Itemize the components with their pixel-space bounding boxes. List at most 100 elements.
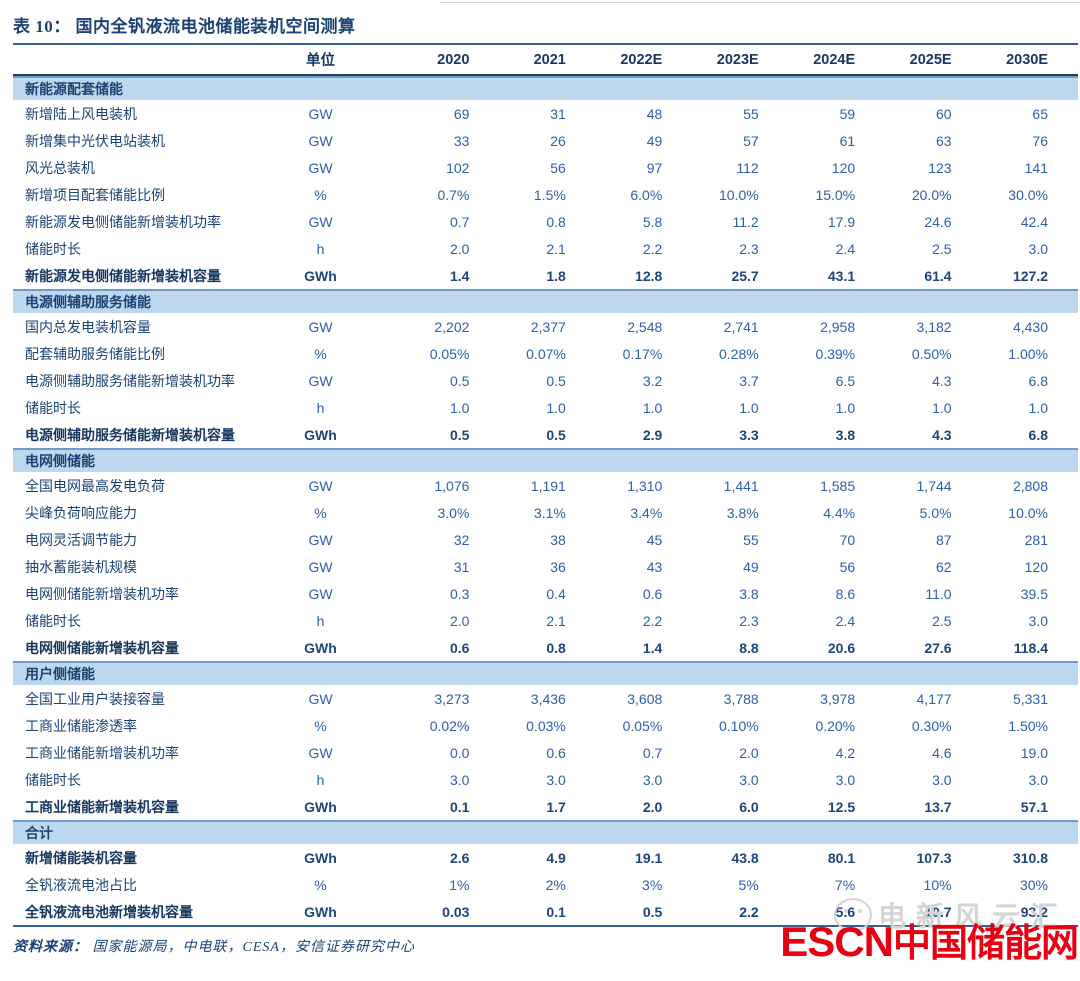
source-note: 资料来源： 国家能源局，中电联，CESA，安信证券研究中心 — [13, 936, 1080, 956]
value-cell: 10% — [923, 876, 952, 893]
value-cell: 8.6 — [835, 585, 856, 602]
row-label: 全钒液流电池新增装机容量 — [25, 905, 193, 921]
value-cell: 2.9 — [642, 426, 663, 443]
row-label: 国内总发电装机容量 — [25, 320, 151, 336]
value-cell: 10.0% — [719, 186, 759, 203]
value-cell: 59 — [839, 105, 856, 122]
row-label: 新增储能装机容量 — [25, 851, 137, 867]
row-label: 电网侧储能新增装机功率 — [25, 587, 179, 603]
table-row: 工商业储能新增装机容量 GWh 0.1 1.7 2.0 6.0 12.5 13.7 57.1 — [13, 793, 1078, 820]
escn-logo-chinese: 中国储能网 — [892, 923, 1079, 965]
value-cell: 1% — [449, 876, 470, 893]
value-cell: 0.20% — [815, 717, 856, 734]
value-cell: 55 — [743, 105, 759, 122]
unit-cell: GWh — [304, 267, 337, 284]
watermark: 电新风云汇 — [833, 895, 1068, 935]
unit-cell: GW — [308, 213, 333, 230]
unit-cell: h — [316, 612, 325, 629]
table-section: 新能源配套储能 新增陆上风电装机 GW 69 31 48 55 59 60 65 新增集中光伏电站装… — [13, 76, 1078, 289]
row-label: 全国工业用户装接容量 — [25, 692, 165, 708]
column-header-year: 2023E — [716, 51, 759, 68]
value-cell: 6.0 — [739, 798, 759, 815]
table-row: 全国工业用户装接容量 GW 3,273 3,436 3,608 3,788 3,978 4,1… — [13, 685, 1078, 712]
value-cell: 3.0 — [546, 771, 566, 788]
value-cell: 0.3 — [449, 585, 470, 602]
table-row: 工商业储能渗透率% 0.02% 0.03% 0.05% 0.10% 0.20% 0.30% 1… — [13, 712, 1078, 739]
value-cell: 1.0 — [642, 399, 663, 416]
row-label: 电网侧储能新增装机容量 — [25, 641, 179, 657]
value-cell: 1.0 — [1028, 399, 1048, 416]
value-cell: 43 — [646, 558, 663, 575]
value-cell: 310.8 — [1012, 849, 1048, 866]
value-cell: 36 — [550, 558, 566, 575]
escn-logo: ESCN 中国储能网 — [780, 912, 1079, 967]
value-cell: 4.2 — [835, 744, 856, 761]
value-cell: 2.4 — [835, 612, 856, 629]
value-cell: 3,788 — [723, 690, 759, 707]
table-row: 工商业储能新增装机功率 GW 0.0 0.6 0.7 2.0 4.2 4.6 19.0 — [13, 739, 1078, 766]
table-row: 全钒液流电池占比% 1% 2% 3% 5% 7% 10% 30% — [13, 871, 1078, 898]
value-cell: 93.2 — [1020, 903, 1048, 920]
table-row: 新能源发电侧储能新增装机容量 GWh 1.4 1.8 12.8 25.7 43.1 61.4 1… — [13, 262, 1078, 289]
value-cell: 20.0% — [911, 186, 952, 203]
unit-cell: GW — [308, 585, 333, 602]
table-row: 电源侧辅助服务储能新增装机功率 GW 0.5 0.5 3.2 3.7 6.5 4.3 6.8 — [13, 367, 1078, 394]
value-cell: 0.10% — [719, 717, 759, 734]
page-title: 表 10： 国内全钒液流电池储能装机空间测算 — [13, 17, 356, 36]
row-label: 全钒液流电池占比 — [25, 878, 137, 894]
value-cell: 1,191 — [530, 477, 566, 494]
value-cell: 3.0 — [449, 771, 470, 788]
section-header-label: 电源侧辅助服务储能 — [25, 296, 151, 311]
value-cell: 87 — [935, 531, 952, 548]
value-cell: 107.3 — [916, 849, 952, 866]
value-cell: 61.4 — [924, 267, 952, 284]
value-cell: 48 — [646, 105, 663, 122]
value-cell: 2.5 — [932, 240, 952, 257]
table-row: 新增储能装机容量 GWh 2.6 4.9 19.1 43.8 80.1 107.3 310.8 — [13, 844, 1078, 871]
table-row: 风光总装机 GW 102 56 97 112 120 123 141 — [13, 154, 1078, 181]
value-cell: 6.8 — [1028, 426, 1048, 443]
value-cell: 2.1 — [546, 612, 566, 629]
unit-cell: % — [314, 186, 327, 203]
unit-cell: GW — [308, 132, 333, 149]
value-cell: 1.50% — [1008, 717, 1048, 734]
value-cell: 281 — [1024, 531, 1048, 548]
value-cell: 2,741 — [723, 318, 759, 335]
column-header-year: 2024E — [813, 51, 856, 68]
value-cell: 57 — [743, 132, 759, 149]
value-cell: 7% — [834, 876, 856, 893]
value-cell: 10.0% — [1008, 504, 1048, 521]
table-row: 新增集中光伏电站装机 GW 33 26 49 57 61 63 76 — [13, 127, 1078, 154]
value-cell: 1,310 — [627, 477, 663, 494]
value-cell: 0.0 — [449, 744, 470, 761]
value-cell: 80.1 — [827, 849, 856, 866]
unit-cell: GW — [308, 744, 333, 761]
value-cell: 102 — [446, 159, 470, 176]
value-cell: 2.2 — [739, 903, 759, 920]
value-cell: 61 — [839, 132, 856, 149]
value-cell: 3.7 — [739, 372, 759, 389]
value-cell: 25.7 — [731, 267, 759, 284]
value-cell: 11.2 — [732, 213, 759, 230]
unit-cell: GWh — [304, 903, 337, 920]
row-label: 尖峰负荷响应能力 — [25, 506, 137, 522]
value-cell: 127.2 — [1012, 267, 1048, 284]
value-cell: 0.6 — [449, 639, 470, 656]
value-cell: 1.8 — [546, 267, 566, 284]
value-cell: 32 — [453, 531, 470, 548]
table-row: 电源侧辅助服务储能新增装机容量 GWh 0.5 0.5 2.9 3.3 3.8 4.3 6.8 — [13, 421, 1078, 448]
table-row: 尖峰负荷响应能力% 3.0% 3.1% 3.4% 3.8% 4.4% 5.0% 10.0% — [13, 499, 1078, 526]
table-header-row: 单位 2020 2021 2022E 2023E 2024E 2025E 2030E — [13, 45, 1078, 76]
value-cell: 2.1 — [546, 240, 566, 257]
value-cell: 0.05% — [429, 345, 470, 362]
storage-capacity-table: 单位 2020 2021 2022E 2023E 2024E 2025E 2030E 新能源配… — [13, 45, 1078, 927]
value-cell: 3,978 — [820, 690, 856, 707]
value-cell: 55 — [743, 531, 759, 548]
section-header-row: 电网侧储能 — [13, 448, 1078, 472]
value-cell: 2.0 — [739, 744, 759, 761]
table-row: 全国电网最高发电负荷 GW 1,076 1,191 1,310 1,441 1,585 1,7… — [13, 472, 1078, 499]
value-cell: 42.4 — [1020, 213, 1048, 230]
unit-cell: GW — [308, 105, 333, 122]
value-cell: 2,377 — [530, 318, 566, 335]
value-cell: 2.3 — [739, 612, 759, 629]
